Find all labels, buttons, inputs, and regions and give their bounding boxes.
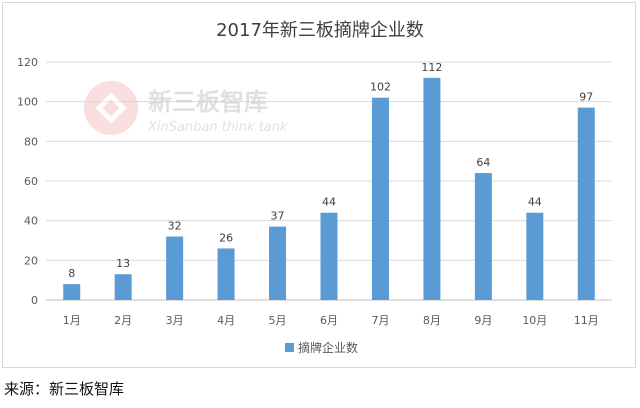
data-label: 37	[271, 210, 285, 223]
data-label: 32	[168, 220, 182, 233]
x-tick-label: 9月	[474, 314, 492, 327]
bar	[63, 284, 81, 300]
gridlines	[46, 61, 612, 301]
bar	[320, 212, 338, 300]
watermark-name-cn: 新三板智库	[148, 88, 268, 116]
data-label: 97	[579, 91, 593, 104]
legend: 摘牌企业数	[285, 340, 358, 355]
bar	[269, 226, 287, 300]
watermark-name-en: XinSanban think tank	[147, 120, 288, 135]
x-tick-label: 2月	[114, 314, 132, 327]
bar	[423, 77, 441, 300]
bar-chart: 2017年新三板摘牌企业数 0 20 40 60 80 100 120 新三板智库 XinS…	[17, 20, 612, 355]
bar-series: 8 13 32 26 37 44 102 112 64 44 97	[63, 61, 595, 300]
y-tick-label: 40	[24, 215, 38, 228]
source-note: 来源：新三板智库	[4, 380, 125, 398]
bar	[166, 236, 184, 300]
y-tick-label: 80	[24, 135, 38, 148]
x-axis: 1月 2月 3月 4月 5月 6月 7月 8月 9月 10月 11月	[63, 314, 599, 327]
x-tick-label: 11月	[574, 314, 599, 327]
y-tick-label: 100	[17, 96, 38, 109]
y-tick-label: 60	[24, 175, 38, 188]
data-label: 26	[219, 231, 233, 244]
legend-swatch	[285, 343, 294, 352]
legend-label: 摘牌企业数	[298, 340, 358, 355]
bar	[474, 173, 492, 300]
watermark-logo: 新三板智库 XinSanban think tank	[84, 81, 288, 135]
data-label: 44	[528, 196, 542, 209]
data-label: 8	[68, 267, 75, 280]
bar	[371, 97, 389, 300]
x-tick-label: 7月	[371, 314, 389, 327]
x-tick-label: 6月	[320, 314, 338, 327]
x-tick-label: 5月	[269, 314, 287, 327]
x-tick-label: 1月	[63, 314, 81, 327]
data-label: 112	[421, 61, 442, 74]
data-label: 64	[476, 156, 490, 169]
x-tick-label: 8月	[423, 314, 441, 327]
bar	[217, 248, 235, 300]
bar	[114, 274, 132, 300]
y-tick-label: 0	[31, 294, 38, 307]
x-tick-label: 4月	[217, 314, 235, 327]
chart-frame	[2, 2, 636, 368]
x-tick-label: 10月	[522, 314, 547, 327]
y-tick-label: 20	[24, 254, 38, 267]
bar	[577, 107, 595, 300]
x-tick-label: 3月	[166, 314, 184, 327]
y-tick-label: 120	[17, 56, 38, 69]
data-label: 102	[370, 81, 391, 94]
data-label: 44	[322, 196, 336, 209]
y-axis: 0 20 40 60 80 100 120	[17, 56, 38, 307]
bar	[526, 212, 544, 300]
chart-title: 2017年新三板摘牌企业数	[216, 20, 424, 41]
data-label: 13	[116, 257, 130, 270]
